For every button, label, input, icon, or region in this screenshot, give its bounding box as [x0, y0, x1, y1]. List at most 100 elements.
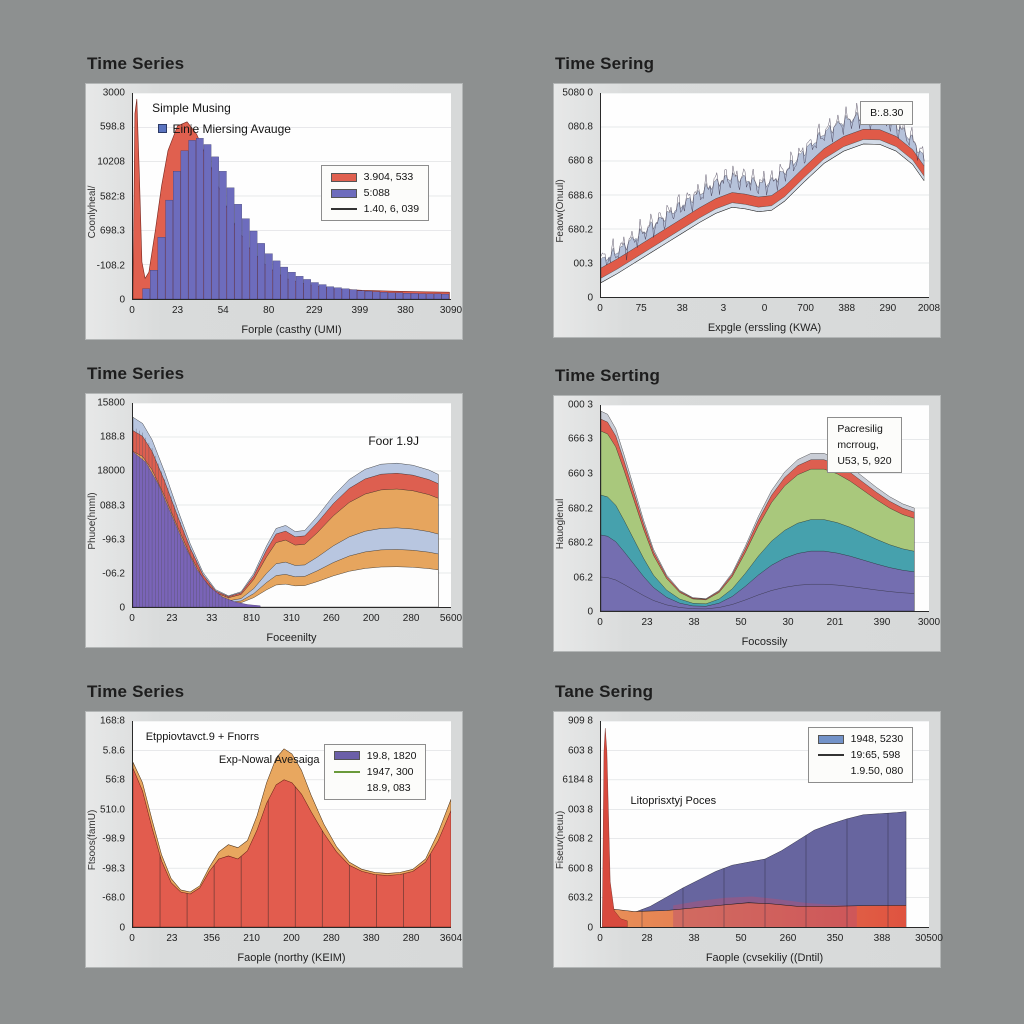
legend-label: 1.9.50, 080: [850, 765, 904, 778]
y-axis-ticks: 168:8 5.8.6 56:8 510.0 -98.9 -98.3 -68.0 0: [86, 716, 129, 934]
y-tick-label: 0: [119, 922, 125, 934]
legend-entry: 19:65, 598: [817, 749, 904, 762]
chart-3: Time Series Phuoe(hnml) Foor 1.9J 15800 188…: [85, 364, 463, 650]
x-tick-label: 380: [397, 305, 414, 316]
y-axis-ticks: 909 8 603 8 6184 8 003 8 608 2 600 8 603.2 0: [554, 716, 597, 934]
y-tick-label: 10208: [97, 156, 125, 168]
plot-area: Pacresilig mcrroug, U53, 5, 920: [600, 405, 929, 612]
x-axis-label: Forple (casthy (UMI): [241, 324, 342, 336]
legend-spacer: [334, 787, 360, 789]
annotation-swatch: [158, 124, 168, 134]
x-tick-label: 0: [597, 933, 603, 944]
chart-4-panel: Hauoglenul Pacresilig mcrroug, U53, 5, 920 0…: [553, 395, 941, 652]
y-tick-label: 680.2: [567, 503, 593, 514]
x-tick-label: 80: [263, 305, 275, 316]
x-tick-label: 3090: [439, 305, 463, 316]
annotation: Foor 1.9J: [368, 434, 419, 448]
annotation-text: Einje Miersing Avauge: [172, 121, 291, 136]
x-tick-label: 260: [779, 933, 797, 944]
chart-5-title: Time Series: [87, 682, 185, 701]
y-tick-label: 15800: [97, 397, 125, 409]
y-tick-label: 56:8: [105, 774, 125, 786]
legend: 3.904, 533 5:088 1.40, 6, 039: [320, 165, 430, 222]
x-tick-label: 700: [797, 303, 814, 314]
plot-canvas: [601, 721, 929, 927]
y-tick-label: 698.3: [99, 225, 125, 237]
x-tick-label: 0: [129, 933, 135, 944]
legend-entry: 1.40, 6, 039: [330, 203, 420, 216]
x-tick-label: 390: [873, 617, 891, 628]
x-axis-ticks: 0 23 356 210 200 280 380 280 3604: [129, 933, 462, 946]
y-tick-label: 5080 0: [562, 87, 593, 99]
y-tick-label: 0: [587, 292, 593, 304]
y-tick-label: 000 3: [567, 399, 593, 411]
x-tick-label: 38: [688, 933, 700, 944]
chart-2: Time Sering Feaow(Onuul) B:.8.30 5080 0 080…: [553, 54, 941, 340]
legend-patch-swatch: [330, 172, 357, 182]
annotation-text: Simple Musing: [152, 101, 231, 116]
x-tick-label: 200: [283, 933, 300, 944]
chart-3-panel: Phuoe(hnml) Foor 1.9J 15800 188.8 18000 088.3…: [85, 393, 463, 648]
legend-entry: U53, 5, 920: [837, 455, 891, 467]
x-tick-label: 280: [402, 613, 420, 624]
legend-label: 19:65, 598: [850, 749, 901, 762]
x-tick-label: 28: [641, 933, 653, 944]
legend-entry: 18.9, 083: [334, 782, 417, 794]
x-tick-label: 3604: [439, 933, 463, 944]
x-tick-label: 30: [782, 617, 794, 628]
legend-entry: mcrroug,: [837, 439, 891, 451]
y-tick-label: -96.3: [102, 534, 125, 546]
x-axis-ticks: 0 23 33 810 310 260 200 280 5600: [129, 613, 462, 626]
legend-entry: B:.8.30: [870, 107, 903, 119]
x-axis-label: Focossily: [741, 636, 788, 648]
y-tick-label: 603.2: [567, 892, 593, 904]
chart-2-panel: Feaow(Onuul) B:.8.30 5080 0 080.8 680 8 688.6…: [553, 83, 941, 338]
x-tick-label: 23: [166, 613, 178, 624]
plot-area: Simple Musing Einje Miersing Avauge 3.904,…: [132, 93, 451, 300]
legend-label: 3.904, 533: [363, 171, 414, 184]
x-tick-label: 0: [597, 303, 603, 314]
legend-entry: 3.904, 533: [330, 171, 419, 184]
y-tick-label: 0: [119, 602, 125, 614]
x-tick-label: 350: [826, 933, 844, 944]
y-tick-label: 06.2: [573, 572, 593, 583]
x-tick-label: 229: [305, 305, 323, 316]
y-axis-ticks: 000 3 666 3 660 3 680.2 680.2 06.2 0: [554, 400, 597, 618]
legend: Pacresilig mcrroug, U53, 5, 920: [827, 417, 902, 474]
legend: B:.8.30: [860, 101, 914, 126]
annotation-text: Exp-Nowal Avesaiga: [218, 753, 320, 766]
x-tick-label: 3: [720, 303, 727, 314]
x-tick-label: 388: [873, 933, 891, 944]
legend-entry: 19.8, 1820: [333, 749, 417, 762]
chart-3-title: Time Series: [87, 364, 185, 383]
legend-label: 1.40, 6, 039: [363, 203, 420, 216]
legend-label: 18.9, 083: [366, 781, 411, 794]
x-tick-label: 23: [641, 617, 653, 628]
legend-patch-swatch: [330, 188, 357, 198]
x-tick-label: 810: [243, 613, 260, 624]
x-axis-label: Faople (northy (KEIM): [237, 952, 346, 964]
chart-4: Time Serting Hauoglenul Pacresilig mcrroug…: [553, 366, 941, 654]
x-axis-label: Faople (cvsekiliy ((Dntil): [705, 952, 824, 964]
x-tick-label: 356: [203, 933, 221, 944]
y-tick-label: 080.8: [567, 121, 593, 133]
y-axis-ticks: 3000 598.8 10208 582:8 698.3 -108.2 0: [86, 88, 129, 306]
x-tick-label: 50: [735, 617, 747, 628]
y-axis-ticks: 5080 0 080.8 680 8 688.6 680.2 00.3 0: [554, 88, 597, 304]
legend-label: 5:088: [363, 187, 390, 200]
y-tick-label: 0: [587, 606, 593, 618]
x-tick-label: 23: [166, 933, 178, 944]
y-tick-label: 6184 8: [562, 774, 593, 786]
x-tick-label: 290: [879, 303, 897, 314]
y-tick-label: 660 3: [567, 468, 593, 480]
chart-5: Time Series Ftsoos(famU) Etppiovtavct.9 +…: [85, 682, 463, 970]
chart-6-title: Tane Sering: [555, 682, 654, 701]
legend-label: 19.8, 1820: [366, 749, 417, 762]
x-tick-label: 280: [323, 933, 340, 944]
plot-canvas: [133, 403, 451, 607]
y-tick-label: 608 2: [567, 833, 593, 845]
annotation-text: Etppiovtavct.9 + Fnorrs: [145, 731, 260, 744]
plot-canvas: [601, 93, 929, 283]
legend-patch-swatch: [333, 751, 360, 761]
